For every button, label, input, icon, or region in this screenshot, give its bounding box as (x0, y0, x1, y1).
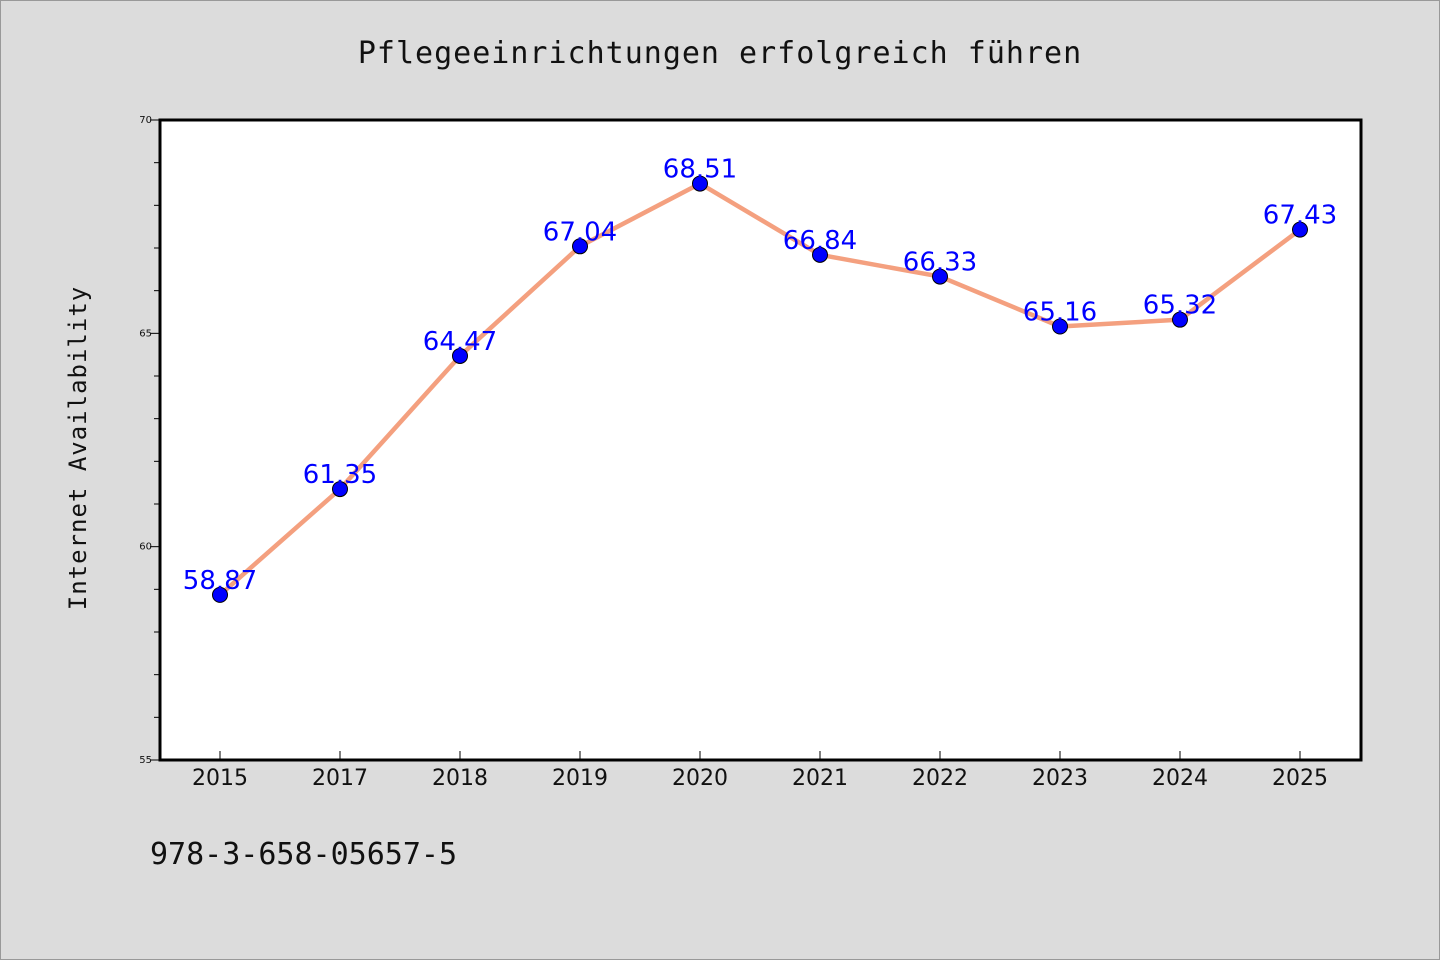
x-tick-label: 2017 (312, 766, 368, 791)
x-tick-label: 2018 (432, 766, 488, 791)
x-tick-label: 2019 (552, 766, 608, 791)
data-point (212, 586, 228, 603)
x-axis-ticks: 2015 2017 2018 2019 2020 2021 2022 2023 2024 2025 (192, 751, 1328, 791)
data-point (452, 347, 468, 364)
data-label: 65.16 (1023, 298, 1097, 328)
data-labels: 58.87 61.35 64.47 67.04 68.51 66.84 66.33 65.16… (183, 155, 1337, 596)
data-label: 66.84 (783, 226, 857, 256)
series-line (218, 181, 1302, 597)
data-point (1292, 221, 1308, 238)
data-label: 66.33 (903, 248, 977, 278)
data-point (1052, 318, 1068, 335)
x-tick-label: 2015 (192, 766, 248, 791)
data-label: 58.87 (183, 566, 257, 596)
y-tick-label: 55 (139, 755, 152, 766)
x-tick-label: 2021 (792, 766, 848, 791)
data-label: 61.35 (303, 460, 377, 490)
y-tick-label: 60 (139, 542, 152, 553)
data-point (932, 268, 948, 285)
x-tick-label: 2023 (1032, 766, 1088, 791)
data-point (332, 481, 348, 498)
data-label: 68.51 (663, 155, 737, 185)
chart-title: Pflegeeinrichtungen erfolgreich führen (358, 36, 1082, 71)
data-label: 64.47 (423, 327, 497, 357)
footer-isbn: 978-3-658-05657-5 (150, 837, 457, 872)
x-tick-label: 2024 (1152, 766, 1208, 791)
data-label: 67.43 (1263, 201, 1337, 231)
y-tick-label: 70 (139, 115, 152, 126)
data-point (692, 175, 708, 192)
data-label: 65.32 (1143, 291, 1217, 321)
plot-frame (158, 118, 1363, 762)
data-label: 67.04 (543, 217, 617, 247)
x-tick-label: 2022 (912, 766, 968, 791)
y-axis-label: Internet Availability (64, 286, 92, 610)
data-point (1172, 311, 1188, 328)
x-tick-label: 2025 (1272, 766, 1328, 791)
y-tick-label: 65 (139, 328, 152, 339)
data-point (572, 238, 588, 255)
data-markers (212, 175, 1308, 603)
data-point (812, 246, 828, 263)
plot-area (160, 120, 1361, 760)
x-tick-label: 2020 (672, 766, 728, 791)
